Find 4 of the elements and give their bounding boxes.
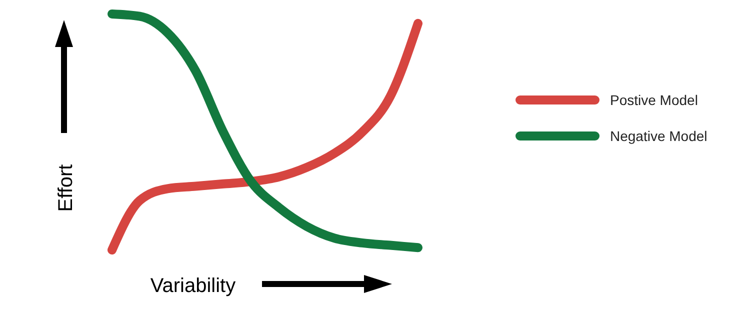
y-axis-title: Effort	[55, 164, 77, 212]
text: Postive Model	[610, 92, 698, 108]
x-axis-title: Variability	[150, 275, 236, 297]
text: Negative Model	[610, 128, 708, 144]
